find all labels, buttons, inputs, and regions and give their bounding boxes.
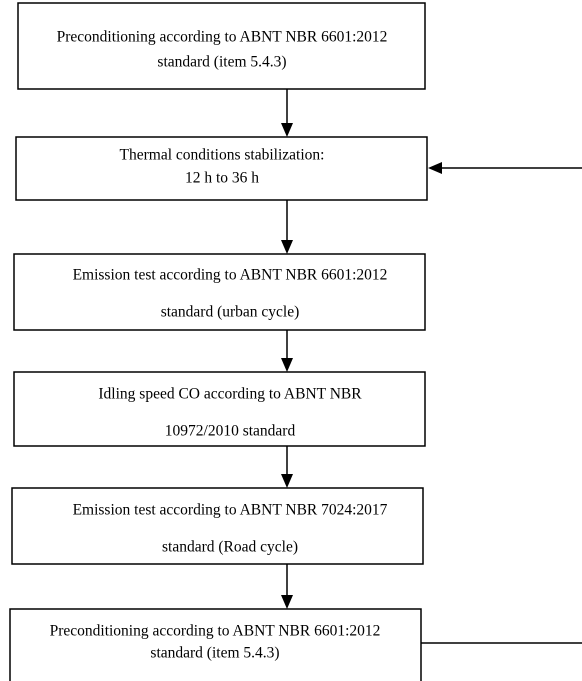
step-label: 12 h to 36 h	[185, 170, 259, 187]
step-label: standard (Road cycle)	[162, 539, 298, 556]
step-label: Preconditioning according to ABNT NBR 66…	[57, 29, 388, 46]
step-box	[17, 2, 426, 90]
step-box	[13, 253, 426, 331]
step-label: Idling speed CO according to ABNT NBR	[98, 386, 362, 403]
arrowhead	[281, 123, 293, 137]
step-box	[15, 136, 428, 201]
arrowhead	[281, 595, 293, 609]
step-label: 10972/2010 standard	[165, 423, 296, 440]
step-label: standard (urban cycle)	[161, 304, 300, 321]
step-label: Emission test according to ABNT NBR 6601…	[73, 267, 388, 284]
step-label: standard (item 5.4.3)	[157, 54, 286, 71]
arrowhead	[281, 358, 293, 372]
arrowhead	[428, 162, 442, 174]
step-box	[11, 487, 424, 565]
step-box	[13, 371, 426, 447]
arrowhead	[281, 240, 293, 254]
step-label: standard (item 5.4.3)	[150, 645, 279, 662]
arrowhead	[281, 474, 293, 488]
step-label: Emission test according to ABNT NBR 7024…	[73, 502, 388, 519]
step-label: Thermal conditions stabilization:	[120, 147, 325, 164]
step-box	[9, 608, 422, 681]
step-label: Preconditioning according to ABNT NBR 66…	[50, 623, 381, 640]
